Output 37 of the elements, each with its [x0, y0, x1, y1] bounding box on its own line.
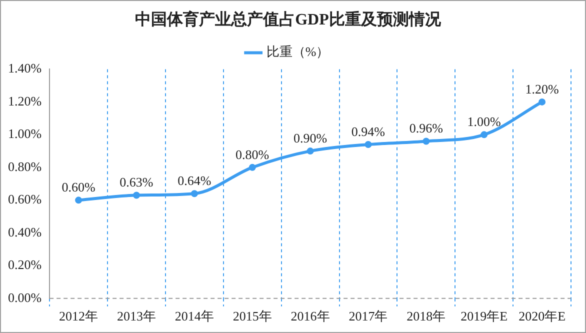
- y-tick-label: 0.80%: [8, 158, 42, 174]
- y-tick-label: 0.20%: [8, 257, 42, 272]
- x-tick-label: 2019年E: [460, 308, 508, 324]
- data-label: 0.64%: [178, 173, 212, 188]
- x-tick-label: 2014年: [174, 308, 214, 324]
- point: [248, 164, 256, 171]
- x-tick-label: 2020年E: [518, 308, 566, 324]
- data-label: 0.80%: [236, 146, 270, 162]
- data-label: 1.20%: [525, 81, 559, 96]
- data-label: 0.90%: [293, 130, 328, 146]
- point: [190, 190, 198, 198]
- x-tick-label: 2018年: [406, 308, 446, 324]
- x-tick-label: 2015年: [232, 308, 272, 324]
- x-tick-label: 2012年: [59, 308, 98, 324]
- y-tick-label: 1.00%: [8, 126, 42, 142]
- chart-title: 中国体育产业总产值占GDP比重及预测情况: [135, 10, 442, 29]
- data-label: 1.00%: [467, 114, 502, 130]
- y-tick-label: 0.60%: [8, 192, 42, 207]
- y-tick-label: 1.40%: [8, 60, 42, 76]
- data-label: 0.96%: [409, 120, 444, 136]
- x-tick-label: 2017年: [348, 308, 388, 324]
- point: [422, 138, 430, 145]
- y-tick-label: 1.20%: [8, 93, 42, 108]
- legend-label: 比重（%）: [266, 44, 330, 60]
- x-tick-label: 2016年: [290, 308, 330, 324]
- data-label: 0.60%: [62, 180, 96, 195]
- y-tick-label: 0.00%: [8, 290, 42, 305]
- point: [75, 196, 82, 204]
- data-label: 0.94%: [351, 124, 386, 139]
- point: [480, 131, 488, 138]
- point: [538, 98, 546, 106]
- x-tick-label: 2013年: [116, 308, 156, 324]
- point: [132, 192, 140, 199]
- data-label: 0.63%: [120, 174, 154, 190]
- y-tick-label: 0.40%: [8, 224, 42, 240]
- point: [306, 148, 314, 155]
- point: [364, 141, 372, 148]
